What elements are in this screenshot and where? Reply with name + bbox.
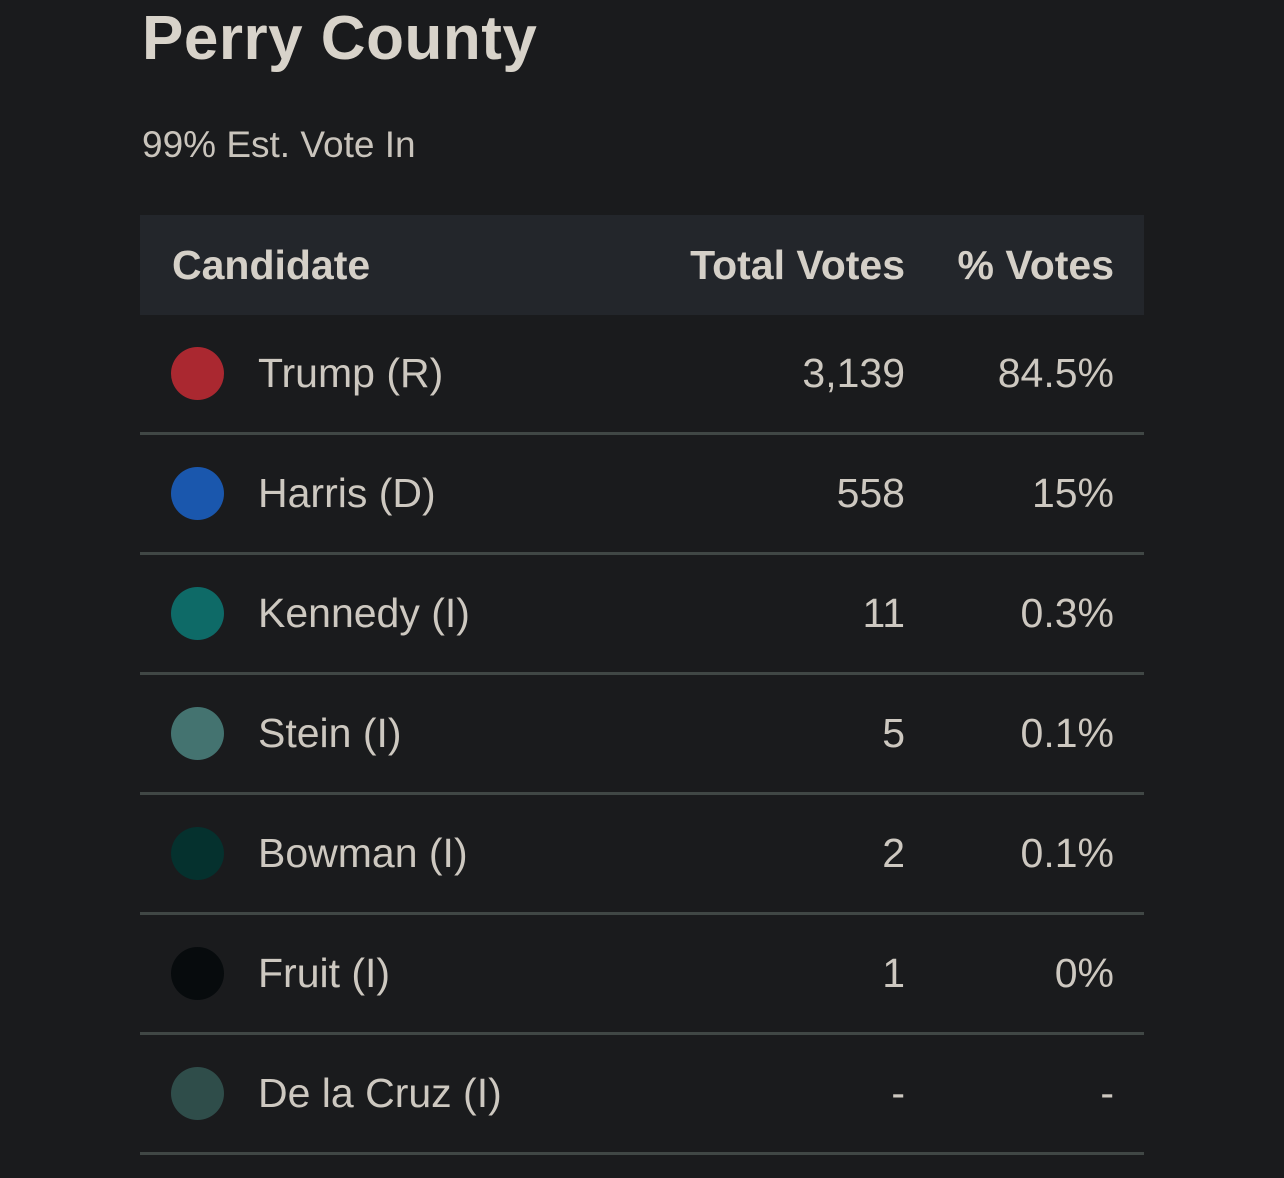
- pct-votes-value: 0%: [1054, 950, 1114, 996]
- candidate-name: Harris (D): [258, 470, 436, 516]
- pct-votes-value: 84.5%: [997, 350, 1114, 396]
- total-votes-value: 5: [882, 710, 905, 756]
- table-row: Bowman (I) 2 0.1%: [140, 795, 1144, 915]
- pct-votes-value: 0.1%: [1020, 710, 1114, 756]
- candidate-color-dot: [171, 1067, 224, 1120]
- table-row: Harris (D) 558 15%: [140, 435, 1144, 555]
- candidate-name: Bowman (I): [258, 830, 468, 876]
- total-votes-value: 11: [862, 590, 905, 636]
- pct-votes-value: 0.3%: [1020, 590, 1114, 636]
- candidate-name: Trump (R): [258, 350, 444, 396]
- candidate-name: Stein (I): [258, 710, 402, 756]
- column-header-candidate: Candidate: [172, 241, 371, 288]
- candidate-color-dot: [171, 827, 224, 880]
- table-row: Fruit (I) 1 0%: [140, 915, 1144, 1035]
- table-row: Trump (R) 3,139 84.5%: [140, 315, 1144, 435]
- total-votes-value: 3,139: [802, 350, 905, 396]
- candidate-name: Fruit (I): [258, 950, 391, 996]
- table-row: Kennedy (I) 11 0.3%: [140, 555, 1144, 675]
- candidate-color-dot: [171, 347, 224, 400]
- pct-votes-value: 15%: [1031, 470, 1114, 516]
- est-vote-in-label: 99% Est. Vote In: [142, 124, 416, 165]
- total-votes-value: 558: [836, 470, 905, 516]
- candidate-color-dot: [171, 947, 224, 1000]
- table-row: De la Cruz (I) - -: [140, 1035, 1144, 1155]
- column-header-pct-votes: % Votes: [957, 241, 1114, 288]
- table-row: Stein (I) 5 0.1%: [140, 675, 1144, 795]
- total-votes-value: 1: [882, 950, 905, 996]
- candidate-name: De la Cruz (I): [258, 1070, 502, 1116]
- pct-votes-value: -: [1100, 1070, 1114, 1116]
- total-votes-value: -: [891, 1070, 905, 1116]
- candidate-color-dot: [171, 707, 224, 760]
- candidate-color-dot: [171, 467, 224, 520]
- page-title: Perry County: [142, 4, 538, 73]
- column-header-total-votes: Total Votes: [690, 241, 905, 288]
- total-votes-value: 2: [882, 830, 905, 876]
- candidate-name: Kennedy (I): [258, 590, 470, 636]
- candidate-color-dot: [171, 587, 224, 640]
- table-header-row: Candidate Total Votes % Votes: [140, 215, 1144, 315]
- results-table: Candidate Total Votes % Votes Trump (R) …: [140, 215, 1144, 1155]
- pct-votes-value: 0.1%: [1020, 830, 1114, 876]
